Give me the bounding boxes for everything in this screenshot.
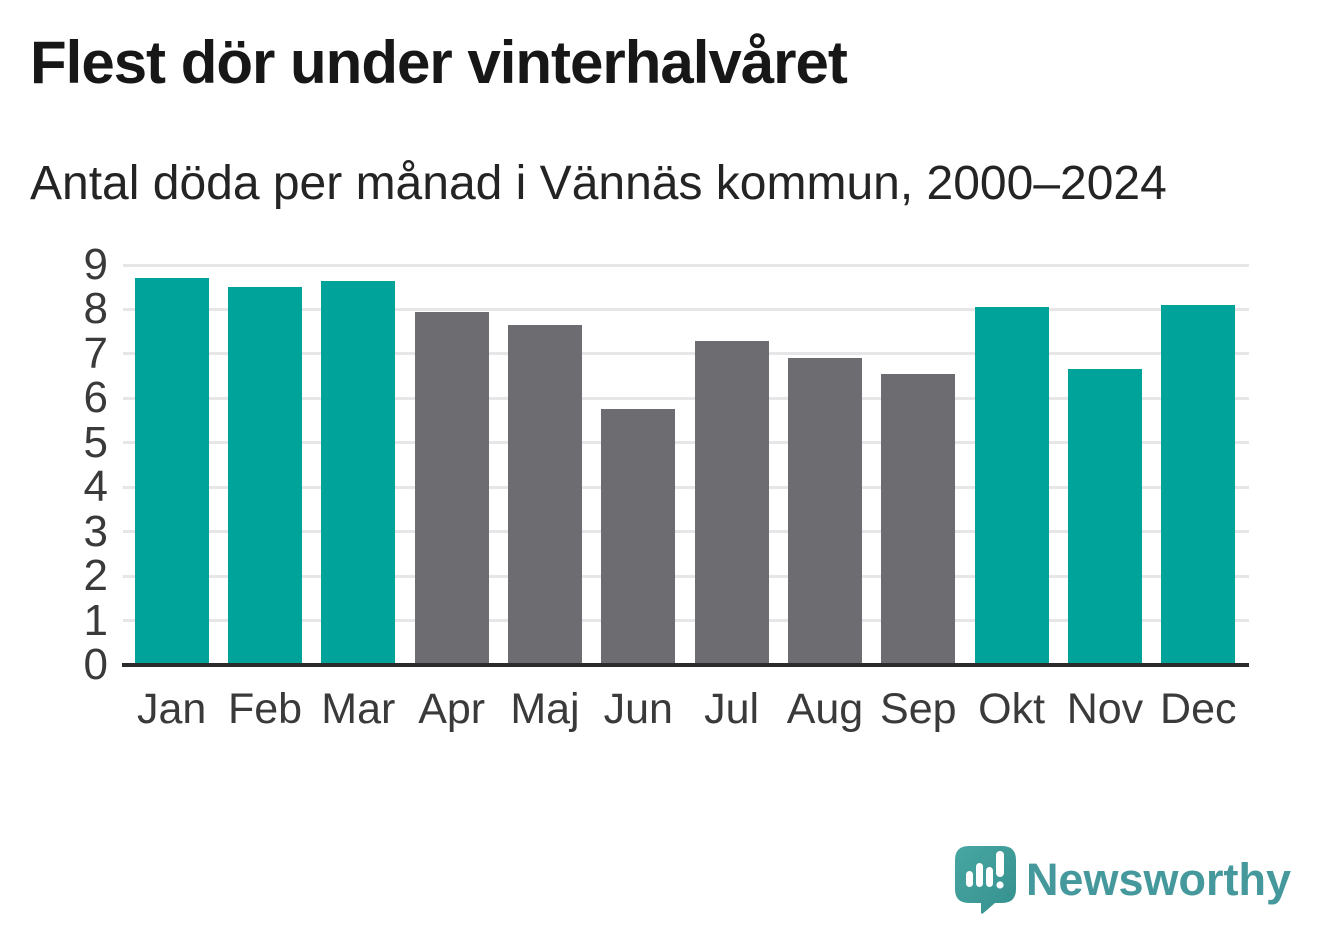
bar-series	[125, 265, 1245, 665]
x-tick-label-dec: Dec	[1160, 685, 1237, 733]
y-tick-label-3: 3	[83, 506, 108, 556]
bar-slot-dec	[1152, 265, 1245, 665]
gridline-8	[123, 307, 1249, 311]
bar-dec	[1161, 305, 1236, 665]
gridline-2	[123, 574, 1249, 578]
bar-slot-okt	[965, 265, 1058, 665]
x-tick-label-nov: Nov	[1066, 685, 1144, 733]
y-tick-label-4: 4	[83, 462, 108, 512]
x-tick-label-aug: Aug	[786, 685, 864, 733]
x-tick-label-jun: Jun	[603, 685, 673, 733]
bar-jun	[601, 409, 676, 665]
logo-exclamation-dot	[996, 881, 1004, 889]
x-tick-label-mar: Mar	[321, 685, 396, 733]
y-tick-label-8: 8	[83, 284, 108, 334]
gridline-3	[123, 530, 1249, 534]
chart-title: Flest dör under vinterhalvåret	[30, 29, 848, 96]
logo-bar-medium	[985, 867, 993, 887]
bar-apr	[414, 311, 489, 665]
gridline-5	[123, 441, 1249, 445]
gridline-7	[123, 352, 1249, 356]
y-tick-label-2: 2	[83, 551, 108, 601]
bar-okt	[974, 307, 1049, 665]
bar-slot-aug	[778, 265, 871, 665]
newsworthy-logo-icon	[954, 846, 1016, 914]
bar-mar	[321, 280, 396, 665]
bar-slot-jun	[592, 265, 685, 665]
newsworthy-logo: Newsworthy	[954, 846, 1291, 914]
bar-slot-jan	[125, 265, 218, 665]
bar-slot-mar	[312, 265, 405, 665]
y-tick-label-9: 9	[83, 240, 108, 289]
logo-bar-tall	[975, 863, 983, 887]
chart-subtitle: Antal döda per månad i Vännäs kommun, 20…	[30, 157, 1167, 210]
bar-slot-feb	[218, 265, 311, 665]
bar-jan	[134, 278, 209, 665]
bar-jul	[694, 340, 769, 665]
bar-feb	[227, 287, 302, 665]
gridline-1	[123, 619, 1249, 623]
bar-slot-maj	[498, 265, 591, 665]
x-tick-label-maj: Maj	[510, 685, 580, 733]
bar-maj	[507, 325, 582, 665]
x-tick-label-jul: Jul	[704, 685, 760, 733]
logo-exclamation-stem	[995, 851, 1004, 877]
y-tick-label-0: 0	[83, 640, 108, 689]
y-tick-label-7: 7	[83, 328, 108, 378]
bar-nov	[1067, 369, 1142, 665]
y-tick-label-5: 5	[83, 417, 108, 467]
bar-slot-apr	[405, 265, 498, 665]
y-tick-label-1: 1	[83, 595, 108, 645]
x-tick-label-sep: Sep	[880, 685, 957, 733]
x-axis-labels: Jan Feb Mar Apr Maj Jun Jul Aug Sep Okt Nov Dec	[125, 684, 1245, 736]
x-tick-label-okt: Okt	[978, 685, 1046, 733]
y-tick-label-6: 6	[83, 373, 108, 423]
bar-slot-jul	[685, 265, 778, 665]
bar-slot-sep	[872, 265, 965, 665]
x-tick-label-jan: Jan	[136, 685, 207, 733]
x-axis-line	[122, 663, 1249, 667]
bar-aug	[787, 358, 862, 665]
bar-sep	[881, 373, 956, 665]
gridline-6	[123, 396, 1249, 400]
logo-bar-small	[965, 871, 973, 887]
gridline-4	[123, 485, 1249, 489]
x-tick-label-apr: Apr	[418, 685, 486, 733]
gridline-9	[123, 263, 1249, 267]
bar-slot-nov	[1058, 265, 1151, 665]
x-tick-label-feb: Feb	[227, 685, 303, 733]
newsworthy-logo-text: Newsworthy	[1025, 854, 1291, 905]
